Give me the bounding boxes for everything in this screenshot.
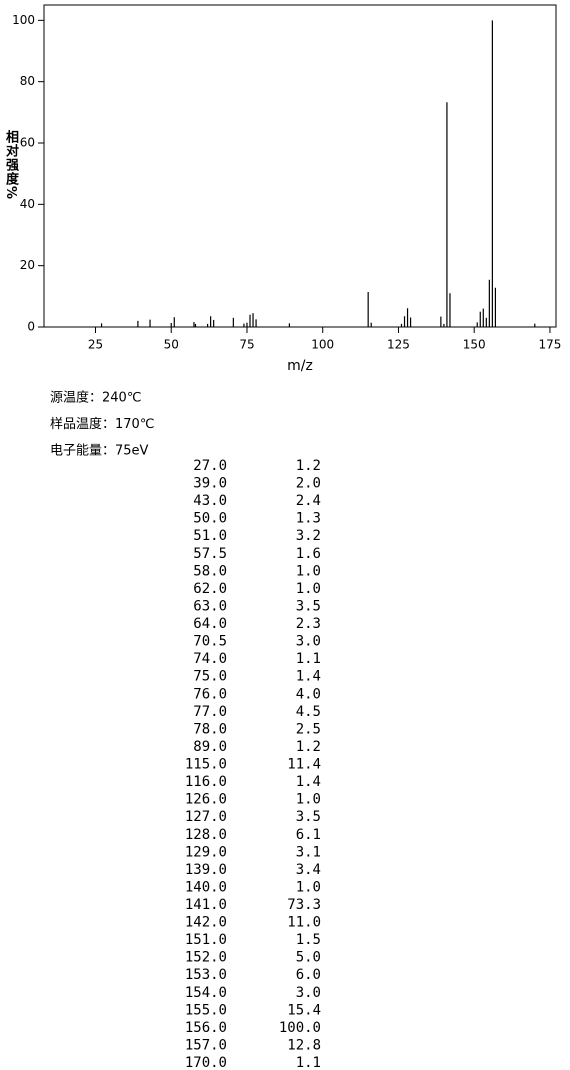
- table-mz: 39.0: [193, 476, 227, 492]
- table-intensity: 1.0: [296, 879, 321, 895]
- table-mz: 129.0: [185, 844, 227, 860]
- table-mz: 57.5: [193, 546, 227, 562]
- table-mz: 170.0: [185, 1055, 227, 1070]
- table-intensity: 1.3: [296, 511, 321, 527]
- x-tick-label: 75: [239, 338, 254, 352]
- table-mz: 154.0: [185, 985, 227, 1001]
- table-intensity: 1.0: [296, 792, 321, 808]
- x-tick-label: 100: [311, 338, 334, 352]
- table-mz: 63.0: [193, 598, 227, 614]
- table-intensity: 1.1: [296, 1055, 321, 1070]
- table-intensity: 1.1: [296, 651, 321, 667]
- table-mz: 151.0: [185, 932, 227, 948]
- table-mz: 128.0: [185, 827, 227, 843]
- table-mz: 77.0: [193, 704, 227, 720]
- x-tick-label: 175: [538, 338, 561, 352]
- table-mz: 62.0: [193, 581, 227, 597]
- table-mz: 58.0: [193, 563, 227, 579]
- table-intensity: 3.5: [296, 598, 321, 614]
- table-intensity: 2.3: [296, 616, 321, 632]
- table-intensity: 11.0: [287, 915, 321, 931]
- table-intensity: 1.2: [296, 739, 321, 755]
- info-line: 电子能量：75eV: [50, 444, 149, 459]
- table-intensity: 15.4: [287, 1002, 321, 1018]
- table-intensity: 73.3: [287, 897, 321, 913]
- table-mz: 116.0: [185, 774, 227, 790]
- table-mz: 155.0: [185, 1002, 227, 1018]
- table-mz: 142.0: [185, 915, 227, 931]
- table-intensity: 6.0: [296, 967, 321, 983]
- table-intensity: 1.6: [296, 546, 321, 562]
- y-tick-label: 20: [20, 258, 35, 272]
- table-intensity: 2.4: [296, 493, 321, 509]
- info-line: 样品温度：170℃: [50, 416, 154, 432]
- table-intensity: 4.5: [296, 704, 321, 720]
- y-axis-label: 相对强度%: [3, 130, 18, 201]
- y-tick-label: 100: [12, 13, 35, 27]
- table-mz: 70.5: [193, 634, 227, 650]
- table-intensity: 4.0: [296, 686, 321, 702]
- table-mz: 51.0: [193, 528, 227, 544]
- table-mz: 74.0: [193, 651, 227, 667]
- x-tick-label: 50: [164, 338, 179, 352]
- table-mz: 157.0: [185, 1037, 227, 1053]
- table-mz: 139.0: [185, 862, 227, 878]
- x-axis-label: m/z: [287, 358, 313, 374]
- table-mz: 76.0: [193, 686, 227, 702]
- table-mz: 127.0: [185, 809, 227, 825]
- table-intensity: 2.5: [296, 721, 321, 737]
- table-mz: 126.0: [185, 792, 227, 808]
- table-intensity: 3.4: [296, 862, 321, 878]
- table-mz: 64.0: [193, 616, 227, 632]
- table-intensity: 2.0: [296, 476, 321, 492]
- table-intensity: 1.2: [296, 458, 321, 474]
- table-intensity: 5.0: [296, 950, 321, 966]
- y-tick-label: 60: [20, 136, 35, 150]
- table-intensity: 1.0: [296, 563, 321, 579]
- plot-frame: [43, 4, 557, 328]
- table-intensity: 6.1: [296, 827, 321, 843]
- x-tick-label: 125: [387, 338, 410, 352]
- table-intensity: 3.0: [296, 985, 321, 1001]
- table-mz: 115.0: [185, 757, 227, 773]
- table-mz: 78.0: [193, 721, 227, 737]
- table-intensity: 3.1: [296, 844, 321, 860]
- table-intensity: 11.4: [287, 757, 321, 773]
- table-mz: 152.0: [185, 950, 227, 966]
- table-intensity: 3.2: [296, 528, 321, 544]
- info-line: 源温度：240℃: [50, 390, 141, 406]
- table-mz: 156.0: [185, 1020, 227, 1036]
- y-tick-label: 40: [20, 197, 35, 211]
- table-intensity: 1.4: [296, 669, 321, 685]
- table-mz: 75.0: [193, 669, 227, 685]
- table-mz: 50.0: [193, 511, 227, 527]
- table-intensity: 1.4: [296, 774, 321, 790]
- table-intensity: 1.5: [296, 932, 321, 948]
- y-tick-label: 80: [20, 74, 35, 88]
- table-mz: 27.0: [193, 458, 227, 474]
- table-mz: 153.0: [185, 967, 227, 983]
- y-tick-label: 0: [27, 320, 35, 334]
- x-tick-label: 25: [88, 338, 103, 352]
- table-mz: 141.0: [185, 897, 227, 913]
- table-intensity: 100.0: [279, 1020, 321, 1036]
- table-mz: 89.0: [193, 739, 227, 755]
- table-intensity: 1.0: [296, 581, 321, 597]
- table-intensity: 3.5: [296, 809, 321, 825]
- table-mz: 140.0: [185, 879, 227, 895]
- table-intensity: 3.0: [296, 634, 321, 650]
- x-tick-label: 150: [463, 338, 486, 352]
- table-mz: 43.0: [193, 493, 227, 509]
- table-intensity: 12.8: [287, 1037, 321, 1053]
